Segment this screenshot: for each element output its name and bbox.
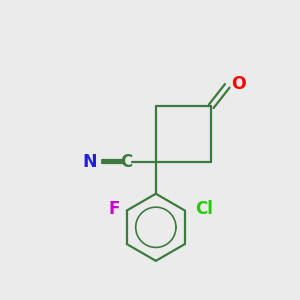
Text: O: O <box>231 75 245 93</box>
Text: F: F <box>108 200 119 218</box>
Text: N: N <box>82 153 97 171</box>
Text: C: C <box>121 153 133 171</box>
Text: Cl: Cl <box>195 200 213 218</box>
